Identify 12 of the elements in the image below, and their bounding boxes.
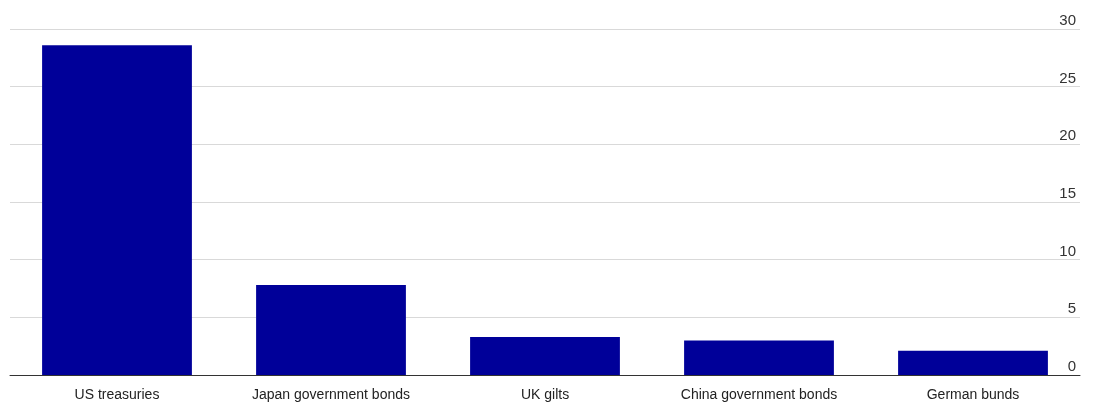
y-tick-label: 25 <box>1059 68 1076 86</box>
x-tick-label: China government bonds <box>680 386 838 402</box>
y-tick-label: 0 <box>1067 357 1076 374</box>
y-tick-label: 15 <box>1059 184 1076 201</box>
x-tick-label: UK gilts <box>520 386 570 402</box>
y-tick-label: 20 <box>1059 126 1076 144</box>
x-tick-label: US treasuries <box>74 386 160 402</box>
x-tick-label: Japan government bonds <box>252 386 410 402</box>
x-tick-label: German bunds <box>926 386 1020 402</box>
y-tick-label: 5 <box>1067 299 1076 317</box>
y-tick-label: 10 <box>1059 241 1076 259</box>
y-tick-label: 30 <box>1059 11 1076 28</box>
